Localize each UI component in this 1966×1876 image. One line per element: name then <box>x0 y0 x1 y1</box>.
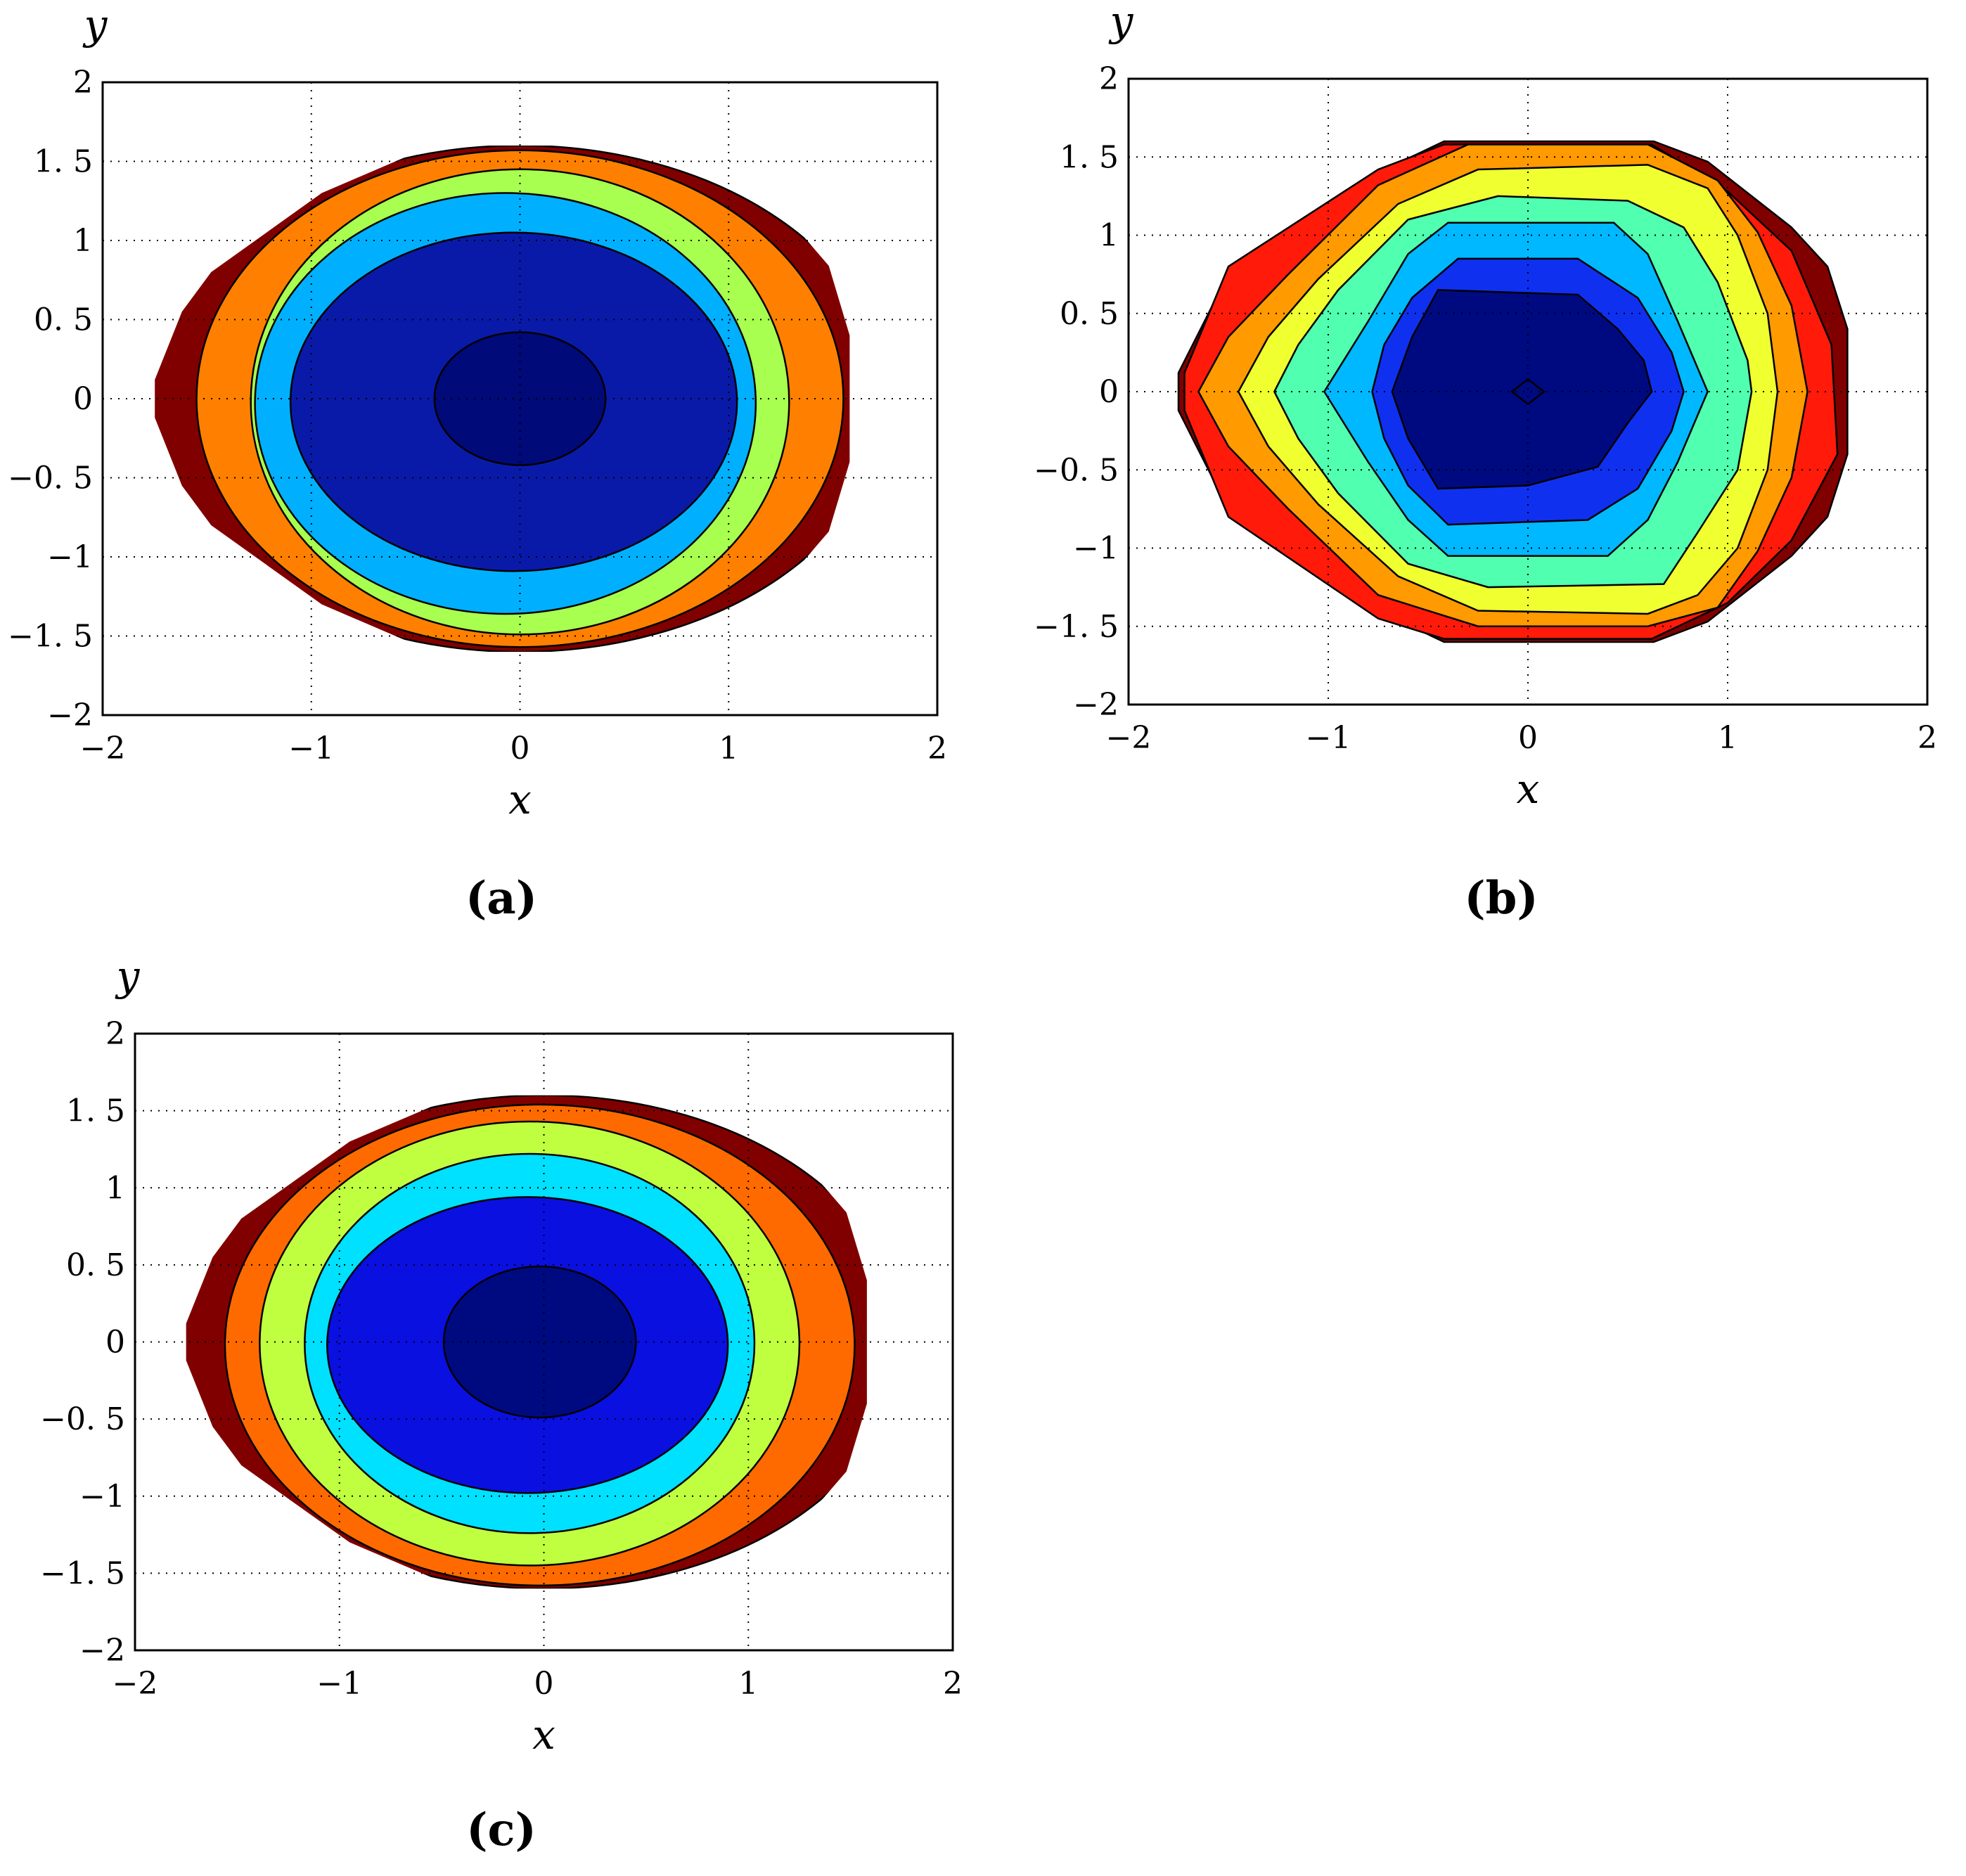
plot-frame <box>101 81 939 717</box>
y-tick-label: 1 <box>1099 218 1119 254</box>
y-tick-label: 1. 5 <box>34 144 93 180</box>
y-tick-label: 0. 5 <box>66 1247 125 1283</box>
y-tick-label: −1. 5 <box>8 619 93 655</box>
plot-frame <box>134 1032 954 1652</box>
y-tick-label: 2 <box>1099 61 1119 97</box>
x-tick-label: 0 <box>510 731 530 766</box>
y-tick-label: −2 <box>1073 687 1119 723</box>
x-tick-label: 2 <box>943 1666 963 1702</box>
y-tick-label: 0. 5 <box>1060 296 1119 332</box>
y-tick-label: 0 <box>1099 374 1119 410</box>
y-tick-label: −1 <box>47 539 93 575</box>
panel-a: −2 −1 0 1 2 −2 −1. 5 −1 −0. 5 0 0. 5 1 1. 5 2 x y <box>8 1 947 823</box>
y-tick-label: −1. 5 <box>1034 609 1119 645</box>
y-tick-label: −2 <box>47 698 93 733</box>
y-tick-label: 1 <box>105 1170 125 1206</box>
y-tick-label: −1 <box>79 1479 125 1515</box>
x-axis-label: x <box>508 776 532 823</box>
contour-fills <box>155 146 850 652</box>
x-tick-label: 1 <box>738 1666 758 1702</box>
y-tick-label: −2 <box>79 1633 125 1669</box>
contour-fills <box>1177 140 1849 643</box>
y-tick-label: 2 <box>73 65 93 101</box>
contour-level-5 <box>433 331 607 466</box>
panel-c: −2 −1 0 1 2 −2 −1. 5 −1 −0. 5 0 0. 5 1 1. 5 2 x y <box>40 952 963 1759</box>
x-tick-label: −1 <box>288 731 334 766</box>
y-tick-label: −1. 5 <box>40 1555 125 1591</box>
contour-level-5 <box>442 1265 637 1419</box>
x-tick-label: −2 <box>80 731 126 766</box>
x-tick-label: −2 <box>1106 720 1152 756</box>
x-tick-label: 1 <box>719 731 738 766</box>
y-tick-label: 2 <box>105 1016 125 1052</box>
x-tick-label: 2 <box>927 731 947 766</box>
y-tick-label: 0 <box>105 1325 125 1361</box>
x-tick-label: 0 <box>1518 720 1538 756</box>
y-tick-label: 0 <box>73 381 93 417</box>
x-tick-label: 1 <box>1718 720 1737 756</box>
y-tick-label: −0. 5 <box>1034 452 1119 488</box>
x-axis-label: x <box>1517 765 1540 813</box>
x-tick-label: −2 <box>113 1666 158 1702</box>
panel-b: −2 −1 0 1 2 −2 −1. 5 −1 −0. 5 0 0. 5 1 1. 5 2 x y <box>1034 0 1937 813</box>
y-tick-label: 0. 5 <box>34 302 93 338</box>
y-tick-label: 1 <box>73 223 93 259</box>
caption-c: (c) <box>466 1804 537 1856</box>
y-tick-label: −0. 5 <box>8 461 93 496</box>
x-tick-label: −1 <box>1306 720 1351 756</box>
y-tick-label: 1. 5 <box>66 1093 125 1129</box>
contour-fills <box>186 1095 867 1589</box>
y-axis-label: y <box>82 1 108 49</box>
x-tick-label: 2 <box>1917 720 1937 756</box>
y-axis-label: y <box>115 952 141 1000</box>
y-axis-label: y <box>1108 0 1134 45</box>
x-tick-label: −1 <box>316 1666 362 1702</box>
y-tick-label: −1 <box>1073 531 1119 567</box>
plot-frame <box>1127 77 1929 706</box>
caption-b: (b) <box>1464 872 1538 925</box>
y-tick-label: −0. 5 <box>40 1401 125 1437</box>
x-axis-label: x <box>532 1711 555 1759</box>
caption-a: (a) <box>465 872 538 925</box>
y-tick-label: 1. 5 <box>1060 139 1119 175</box>
x-tick-label: 0 <box>534 1666 554 1702</box>
